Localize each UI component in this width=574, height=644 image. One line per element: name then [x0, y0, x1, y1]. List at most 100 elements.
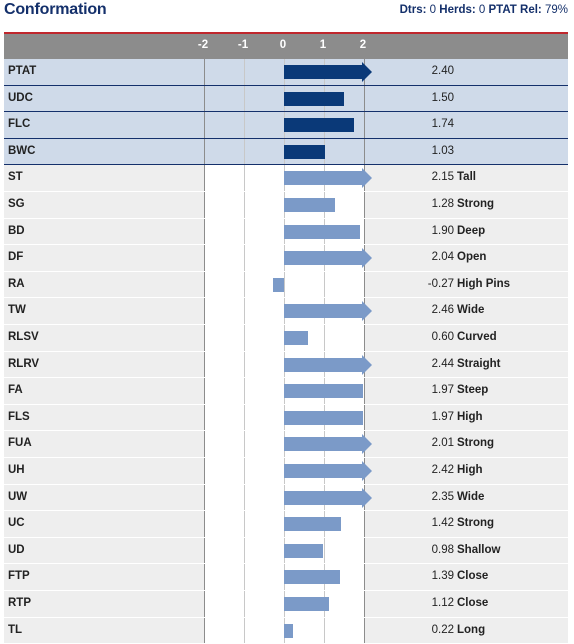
- plot-area: [204, 218, 365, 245]
- trait-bar: [284, 623, 293, 638]
- trait-label: RTP: [8, 597, 31, 609]
- overflow-arrow-icon: [362, 487, 372, 508]
- trait-row: SG 1.28 Strong: [4, 192, 568, 219]
- grid-line: [284, 271, 285, 298]
- trait-bar: [284, 198, 336, 212]
- grid-line: [204, 165, 205, 191]
- grid-line: [204, 85, 205, 112]
- trait-bar: [284, 304, 364, 319]
- trait-label: UC: [8, 517, 25, 530]
- grid-line: [244, 192, 245, 218]
- trait-row: FLS 1.97 High: [4, 404, 568, 432]
- grid-line: [204, 537, 205, 564]
- trait-bar: [284, 91, 344, 106]
- trait-label: FLS: [8, 410, 30, 423]
- grid-line: [244, 404, 245, 431]
- trait-descriptor: Steep: [457, 384, 489, 397]
- grid-line: [244, 85, 245, 112]
- trait-value: 2.42: [431, 464, 454, 476]
- trait-label: UDC: [8, 91, 33, 104]
- grid-line: [204, 591, 205, 617]
- trait-value: 0.60: [431, 331, 454, 343]
- trait-value: 2.46: [431, 304, 454, 317]
- grid-line: [204, 59, 205, 85]
- trait-descriptor: Open: [457, 251, 487, 264]
- trait-row: BD 1.90 Deep: [4, 218, 568, 246]
- trait-bar: [284, 464, 364, 478]
- trait-row: FA 1.97 Steep: [4, 378, 568, 405]
- trait-label: SG: [8, 198, 25, 210]
- trait-descriptor: Shallow: [457, 543, 501, 556]
- trait-bar: [284, 384, 363, 399]
- trait-bar: [284, 118, 354, 133]
- trait-value: 1.03: [431, 144, 454, 157]
- trait-row: FUA 2.01 Strong: [4, 431, 568, 458]
- trait-bar: [284, 224, 360, 239]
- plot-area: [204, 192, 365, 218]
- grid-line: [244, 351, 245, 378]
- trait-value: 1.97: [431, 384, 454, 397]
- grid-line: [324, 325, 325, 351]
- trait-descriptor: Wide: [457, 304, 485, 317]
- grid-line: [244, 218, 245, 245]
- grid-line: [204, 325, 205, 351]
- grid-line: [364, 192, 365, 218]
- trait-descriptor: Close: [457, 597, 489, 609]
- grid-line: [244, 378, 245, 404]
- trait-bar: [284, 331, 308, 345]
- grid-line: [204, 564, 205, 590]
- grid-line: [364, 218, 365, 245]
- plot-area: [204, 325, 365, 351]
- trait-row: UDC 1.50: [4, 85, 568, 113]
- trait-descriptor: High: [457, 464, 483, 476]
- trait-row: RLRV 2.44 Straight: [4, 351, 568, 379]
- trait-label: UH: [8, 464, 25, 476]
- overflow-arrow-icon: [362, 354, 372, 375]
- trait-value: 2.35: [431, 490, 454, 503]
- trait-bar: [284, 251, 364, 266]
- trait-value: 2.15: [431, 171, 454, 184]
- plot-area: [204, 564, 365, 590]
- grid-line: [364, 112, 365, 138]
- grid-line: [244, 458, 245, 484]
- trait-value: 1.90: [431, 224, 454, 237]
- grid-line: [204, 245, 205, 271]
- trait-label: BWC: [8, 144, 36, 157]
- trait-descriptor: Close: [457, 570, 489, 583]
- grid-line: [244, 431, 245, 457]
- grid-line: [244, 245, 245, 271]
- herds-label: Herds:: [439, 4, 476, 16]
- grid-line: [244, 484, 245, 511]
- grid-line: [204, 404, 205, 431]
- overflow-arrow-icon: [362, 168, 372, 189]
- grid-line: [364, 404, 365, 431]
- grid-line: [204, 138, 205, 165]
- trait-descriptor: High Pins: [457, 277, 511, 290]
- axis-tick-label: -2: [197, 39, 209, 51]
- trait-value: 2.01: [431, 437, 454, 450]
- rel-value: 79%: [544, 4, 568, 16]
- grid-line: [364, 564, 365, 590]
- plot-area: [204, 537, 365, 564]
- overflow-arrow-icon: [362, 62, 372, 82]
- grid-line: [204, 431, 205, 457]
- grid-line: [204, 378, 205, 404]
- trait-row: FTP 1.39 Close: [4, 564, 568, 591]
- trait-row: FLC 1.74: [4, 112, 568, 139]
- trait-value: 1.42: [431, 517, 454, 530]
- trait-label: FA: [8, 384, 23, 397]
- grid-line: [244, 298, 245, 324]
- axis-tick-label: 0: [279, 39, 287, 51]
- trait-bar: [284, 357, 364, 372]
- grid-line: [244, 59, 245, 85]
- summary-stats: Dtrs: 0 Herds: 0 PTAT Rel: 79%: [400, 4, 568, 16]
- trait-value: 1.74: [431, 118, 454, 131]
- axis-tick-label: 1: [319, 39, 327, 51]
- trait-label: TL: [8, 623, 23, 636]
- overflow-arrow-icon: [362, 301, 372, 322]
- plot-area: [204, 591, 365, 617]
- dtrs-value: 0: [429, 4, 437, 16]
- grid-line: [204, 112, 205, 138]
- overflow-arrow-icon: [362, 434, 372, 455]
- trait-label: RA: [8, 277, 25, 290]
